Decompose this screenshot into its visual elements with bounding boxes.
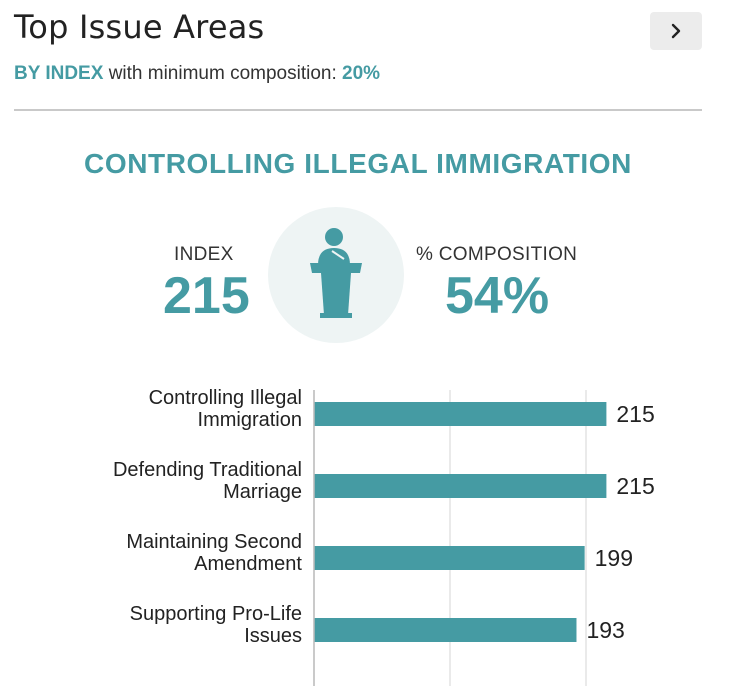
category-label: Issues [244, 625, 302, 647]
category-label: Defending Traditional [113, 459, 302, 481]
category-label: Maintaining Second [126, 531, 302, 553]
index-value: 215 [163, 267, 250, 325]
subtitle-text: with minimum composition: [108, 63, 337, 84]
category-label: Amendment [194, 553, 302, 575]
index-label: INDEX [174, 244, 234, 265]
composition-label: % COMPOSITION [416, 244, 578, 265]
bar [314, 546, 585, 570]
page-title: Top Issue Areas [14, 8, 265, 46]
category-label: Supporting Pro-Life [130, 603, 302, 625]
divider [14, 109, 702, 111]
bar-value-label: 193 [586, 617, 624, 643]
bar-value-label: 215 [616, 473, 654, 499]
bar-value-label: 215 [616, 401, 654, 427]
bar [314, 474, 607, 498]
podium-icon [310, 228, 362, 318]
composition-value: 54% [445, 267, 550, 325]
bar [314, 402, 607, 426]
category-label: Immigration [198, 409, 302, 431]
category-label: Marriage [223, 481, 302, 503]
category-label: Controlling Illegal [149, 387, 302, 409]
min-composition-value: 20% [342, 63, 381, 84]
bar-value-label: 199 [595, 545, 633, 571]
subtitle: BY INDEX with minimum composition: 20% [14, 63, 380, 85]
chevron-right-icon [671, 23, 681, 39]
bar [314, 618, 577, 642]
podium-icon-circle [268, 207, 404, 343]
sort-mode-label: BY INDEX [14, 63, 104, 84]
issue-heading: CONTROLLING ILLEGAL IMMIGRATION [84, 148, 632, 179]
next-button[interactable] [650, 12, 702, 50]
